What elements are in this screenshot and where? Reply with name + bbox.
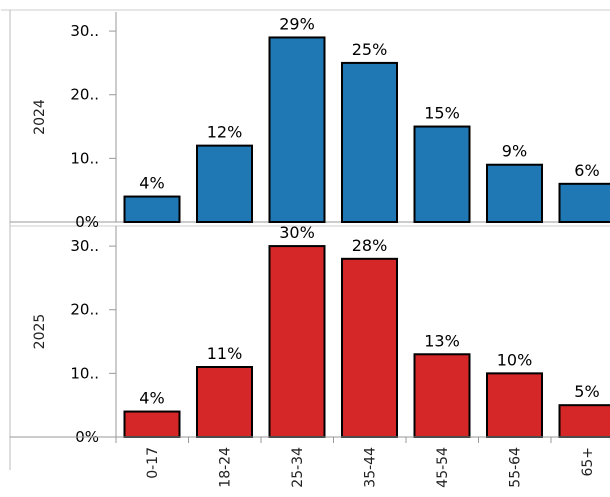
bar-value-label: 12%: [207, 123, 243, 142]
x-tick-label: 45-54: [435, 447, 451, 488]
y-tick-label: 30..: [70, 22, 99, 40]
bar-55-64: [486, 163, 543, 224]
bar-65+: [558, 404, 610, 439]
y-tick-label: 0%: [75, 213, 99, 231]
bar-value-label: 11%: [207, 344, 243, 363]
bar-35-44: [341, 61, 398, 224]
bar-value-label: 10%: [497, 350, 533, 369]
x-tick-label: 55-64: [508, 447, 524, 488]
bar-value-label: 28%: [352, 236, 388, 255]
x-tick-label: 0-17: [145, 447, 161, 479]
bar-value-label: 25%: [352, 40, 388, 59]
bar-65+: [558, 182, 610, 223]
bar-25-34: [268, 245, 326, 438]
x-tick-label: 18-24: [218, 447, 234, 488]
bar-value-label: 4%: [139, 389, 164, 408]
bar-value-label: 6%: [574, 161, 599, 180]
bar-value-label: 4%: [139, 174, 164, 193]
bar-35-44: [341, 257, 398, 438]
facet-label: 2024: [32, 99, 48, 135]
bar-25-34: [268, 36, 326, 223]
bar-45-54: [413, 125, 471, 223]
bar-18-24: [196, 366, 253, 438]
x-tick-label: 35-44: [363, 447, 379, 488]
bar-value-label: 9%: [502, 142, 527, 161]
y-tick-label: 10..: [70, 364, 99, 382]
bar-value-label: 30%: [279, 223, 315, 242]
y-tick-label: 10..: [70, 149, 99, 167]
bar-0-17: [123, 410, 181, 438]
bar-55-64: [486, 372, 543, 439]
x-tick-label: 25-34: [290, 447, 306, 488]
y-tick-label: 20..: [70, 301, 99, 319]
bar-value-label: 5%: [574, 382, 599, 401]
bar-18-24: [196, 144, 253, 224]
y-tick-label: 30..: [70, 237, 99, 255]
facet-label: 2025: [32, 314, 48, 350]
bar-value-label: 15%: [424, 104, 460, 123]
bar-0-17: [123, 195, 181, 224]
bar-45-54: [413, 353, 471, 439]
bar-value-label: 13%: [424, 331, 460, 350]
y-tick-label: 20..: [70, 86, 99, 104]
x-tick-label: 65+: [580, 447, 596, 477]
bar-value-label: 29%: [279, 14, 315, 33]
